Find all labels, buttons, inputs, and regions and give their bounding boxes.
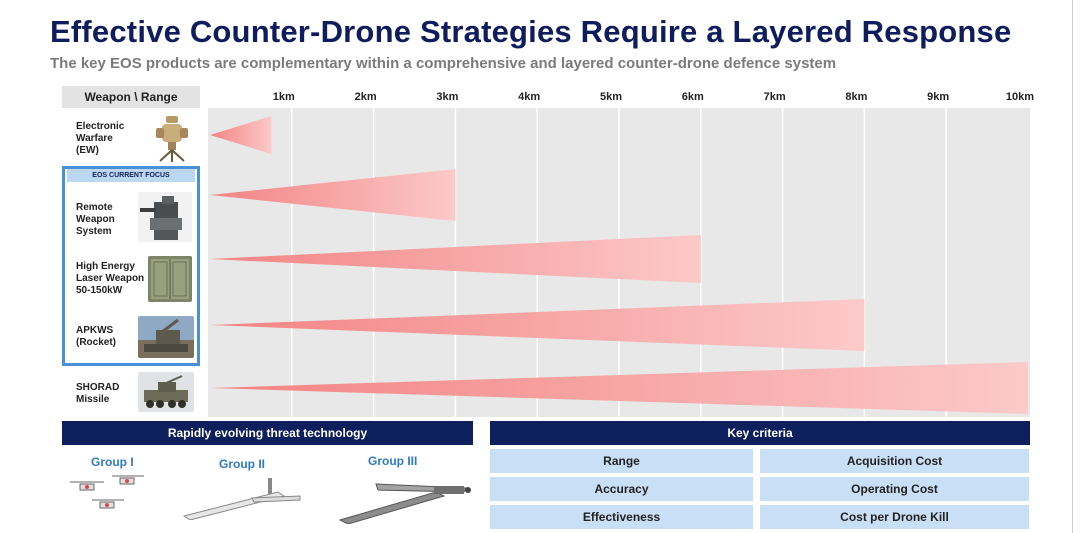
weapon-label: Remote Weapon System xyxy=(76,202,115,238)
weapon-label-line: High Energy xyxy=(76,261,135,272)
page-subtitle: The key EOS products are complementary w… xyxy=(50,55,837,72)
group-1-label: Group I xyxy=(91,455,134,469)
large-uav-image xyxy=(338,483,471,524)
shorad-vehicle-image xyxy=(138,372,194,412)
weapon-label-line: System xyxy=(76,226,112,237)
x-tick-label: 9km xyxy=(927,91,950,103)
x-tick-label: 7km xyxy=(763,91,786,103)
weapon-label-line: Warfare xyxy=(76,133,113,144)
weapon-label-line: APKWS xyxy=(76,325,114,336)
weapon-label-line: 50-150kW xyxy=(76,285,123,296)
rws-turret-image xyxy=(138,192,192,242)
range-wedge xyxy=(210,235,701,283)
page-title: Effective Counter-Drone Strategies Requi… xyxy=(50,14,1012,49)
weapon-range-header: Weapon \ Range xyxy=(62,86,200,108)
x-tick-label: 2km xyxy=(354,91,377,103)
page-edge-line xyxy=(1072,0,1073,533)
weapon-label: SHORAD Missile xyxy=(76,382,119,406)
criteria-acquisition-cost: Acquisition Cost xyxy=(760,449,1029,473)
group-3-label: Group III xyxy=(368,454,418,468)
fixed-wing-drone-image xyxy=(182,478,301,520)
x-tick-label: 4km xyxy=(518,91,541,103)
weapon-label-line: Laser Weapon xyxy=(76,273,145,284)
weapon-label-line: Remote xyxy=(76,202,113,213)
weapon-label: High Energy Laser Weapon 50-150kW xyxy=(76,261,144,297)
weapon-label: APKWS (Rocket) xyxy=(76,325,116,349)
weapon-label-line: Missile xyxy=(76,394,110,405)
x-tick-label: 5km xyxy=(599,91,623,103)
range-wedge xyxy=(210,116,272,154)
laser-weapon-image xyxy=(148,256,192,302)
weapon-label-line: Weapon xyxy=(76,214,115,225)
criteria-cost-per-kill: Cost per Drone Kill xyxy=(760,505,1029,529)
weapon-label-line: SHORAD xyxy=(76,382,120,393)
ew-device-image xyxy=(156,116,188,162)
criteria-effectiveness: Effectiveness xyxy=(490,505,753,529)
weapon-label-line: (Rocket) xyxy=(76,337,117,348)
x-tick-label: 10km xyxy=(1005,91,1035,103)
eos-focus-label: EOS CURRENT FOCUS xyxy=(67,169,195,182)
x-tick-label: 8km xyxy=(845,91,868,103)
range-wedge xyxy=(210,169,456,221)
weapon-label: Electronic Warfare (EW) xyxy=(76,121,124,157)
criteria-header: Key criteria xyxy=(490,421,1030,445)
weapon-label-line: (EW) xyxy=(76,145,99,156)
x-tick-label: 6km xyxy=(681,91,704,103)
range-wedge xyxy=(210,299,865,351)
x-tick-label: 3km xyxy=(436,91,459,103)
criteria-accuracy: Accuracy xyxy=(490,477,753,501)
weapon-label-line: Electronic xyxy=(76,121,125,132)
criteria-operating-cost: Operating Cost xyxy=(760,477,1029,501)
x-tick-label: 1km xyxy=(272,91,295,103)
criteria-range: Range xyxy=(490,449,753,473)
threat-header: Rapidly evolving threat technology xyxy=(62,421,473,445)
apkws-rocket-image xyxy=(138,316,194,358)
quadcopter-drones-image xyxy=(70,475,144,509)
range-wedge xyxy=(210,362,1028,414)
eos-focus-box xyxy=(62,166,200,366)
group-2-label: Group II xyxy=(219,457,265,471)
